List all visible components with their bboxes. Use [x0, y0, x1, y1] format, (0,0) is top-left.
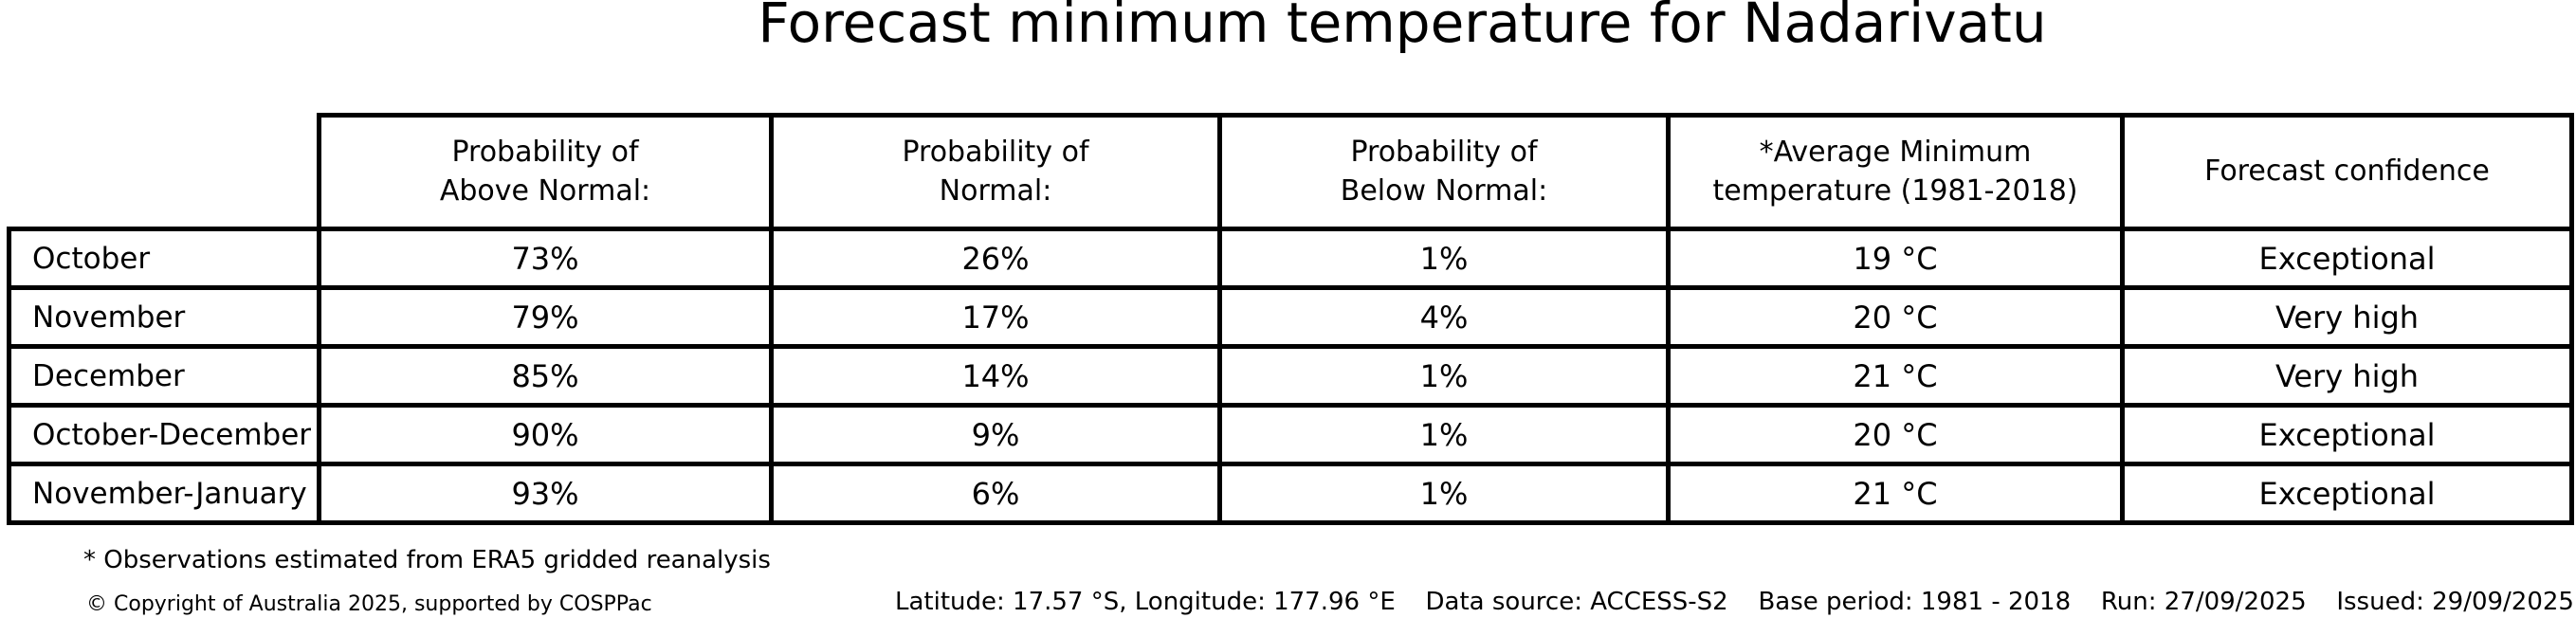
prob-normal-cell: 26% [769, 227, 1222, 290]
column-header-below-normal: Probability of Below Normal: [1217, 113, 1671, 231]
prob-above-cell: 93% [317, 462, 774, 525]
period-cell: December [7, 344, 321, 408]
table-row: October 73% 26% 1% 19 °C Exceptional [7, 227, 2574, 290]
table-row: October-December 90% 9% 1% 20 °C Excepti… [7, 403, 2574, 466]
column-header-avg-min-temp: *Average Minimum temperature (1981-2018) [1666, 113, 2125, 231]
copyright-text: © Copyright of Australia 2025, supported… [86, 592, 652, 616]
prob-normal-cell: 17% [769, 285, 1222, 349]
column-header-above-normal: Probability of Above Normal: [317, 113, 774, 231]
prob-below-cell: 1% [1217, 344, 1671, 408]
forecast-table: Probability of Above Normal: Probability… [7, 113, 2574, 525]
period-cell: October-December [7, 403, 321, 466]
prob-above-cell: 73% [317, 227, 774, 290]
prob-below-cell: 4% [1217, 285, 1671, 349]
avg-min-temp-cell: 21 °C [1666, 462, 2125, 525]
issued-date-text: Issued: 29/09/2025 [2336, 588, 2574, 616]
confidence-cell: Exceptional [2120, 227, 2574, 290]
prob-below-cell: 1% [1217, 462, 1671, 525]
confidence-cell: Exceptional [2120, 462, 2574, 525]
run-date-text: Run: 27/09/2025 [2100, 588, 2307, 616]
data-source-text: Data source: ACCESS-S2 [1425, 588, 1728, 616]
prob-normal-cell: 6% [769, 462, 1222, 525]
avg-min-temp-cell: 21 °C [1666, 344, 2125, 408]
prob-above-cell: 85% [317, 344, 774, 408]
period-cell: October [7, 227, 321, 290]
footer-meta: Latitude: 17.57 °S, Longitude: 177.96 °E… [895, 588, 2574, 616]
avg-min-temp-cell: 20 °C [1666, 285, 2125, 349]
prob-below-cell: 1% [1217, 403, 1671, 466]
column-header-forecast-confidence: Forecast confidence [2120, 113, 2574, 231]
corner-cell [9, 115, 320, 229]
footnote: * Observations estimated from ERA5 gridd… [83, 546, 771, 574]
confidence-cell: Exceptional [2120, 403, 2574, 466]
avg-min-temp-cell: 19 °C [1666, 227, 2125, 290]
prob-normal-cell: 14% [769, 344, 1222, 408]
prob-above-cell: 79% [317, 285, 774, 349]
prob-above-cell: 90% [317, 403, 774, 466]
confidence-cell: Very high [2120, 344, 2574, 408]
table-row: November-January 93% 6% 1% 21 °C Excepti… [7, 462, 2574, 525]
location-text: Latitude: 17.57 °S, Longitude: 177.96 °E [895, 588, 1396, 616]
avg-min-temp-cell: 20 °C [1666, 403, 2125, 466]
prob-normal-cell: 9% [769, 403, 1222, 466]
period-cell: November [7, 285, 321, 349]
table-row: December 85% 14% 1% 21 °C Very high [7, 344, 2574, 408]
table-row: November 79% 17% 4% 20 °C Very high [7, 285, 2574, 349]
prob-below-cell: 1% [1217, 227, 1671, 290]
confidence-cell: Very high [2120, 285, 2574, 349]
period-cell: November-January [7, 462, 321, 525]
page-title: Forecast minimum temperature for Nadariv… [758, 0, 2047, 55]
base-period-text: Base period: 1981 - 2018 [1758, 588, 2072, 616]
table-header-row: Probability of Above Normal: Probability… [9, 113, 2574, 231]
column-header-normal: Probability of Normal: [769, 113, 1222, 231]
